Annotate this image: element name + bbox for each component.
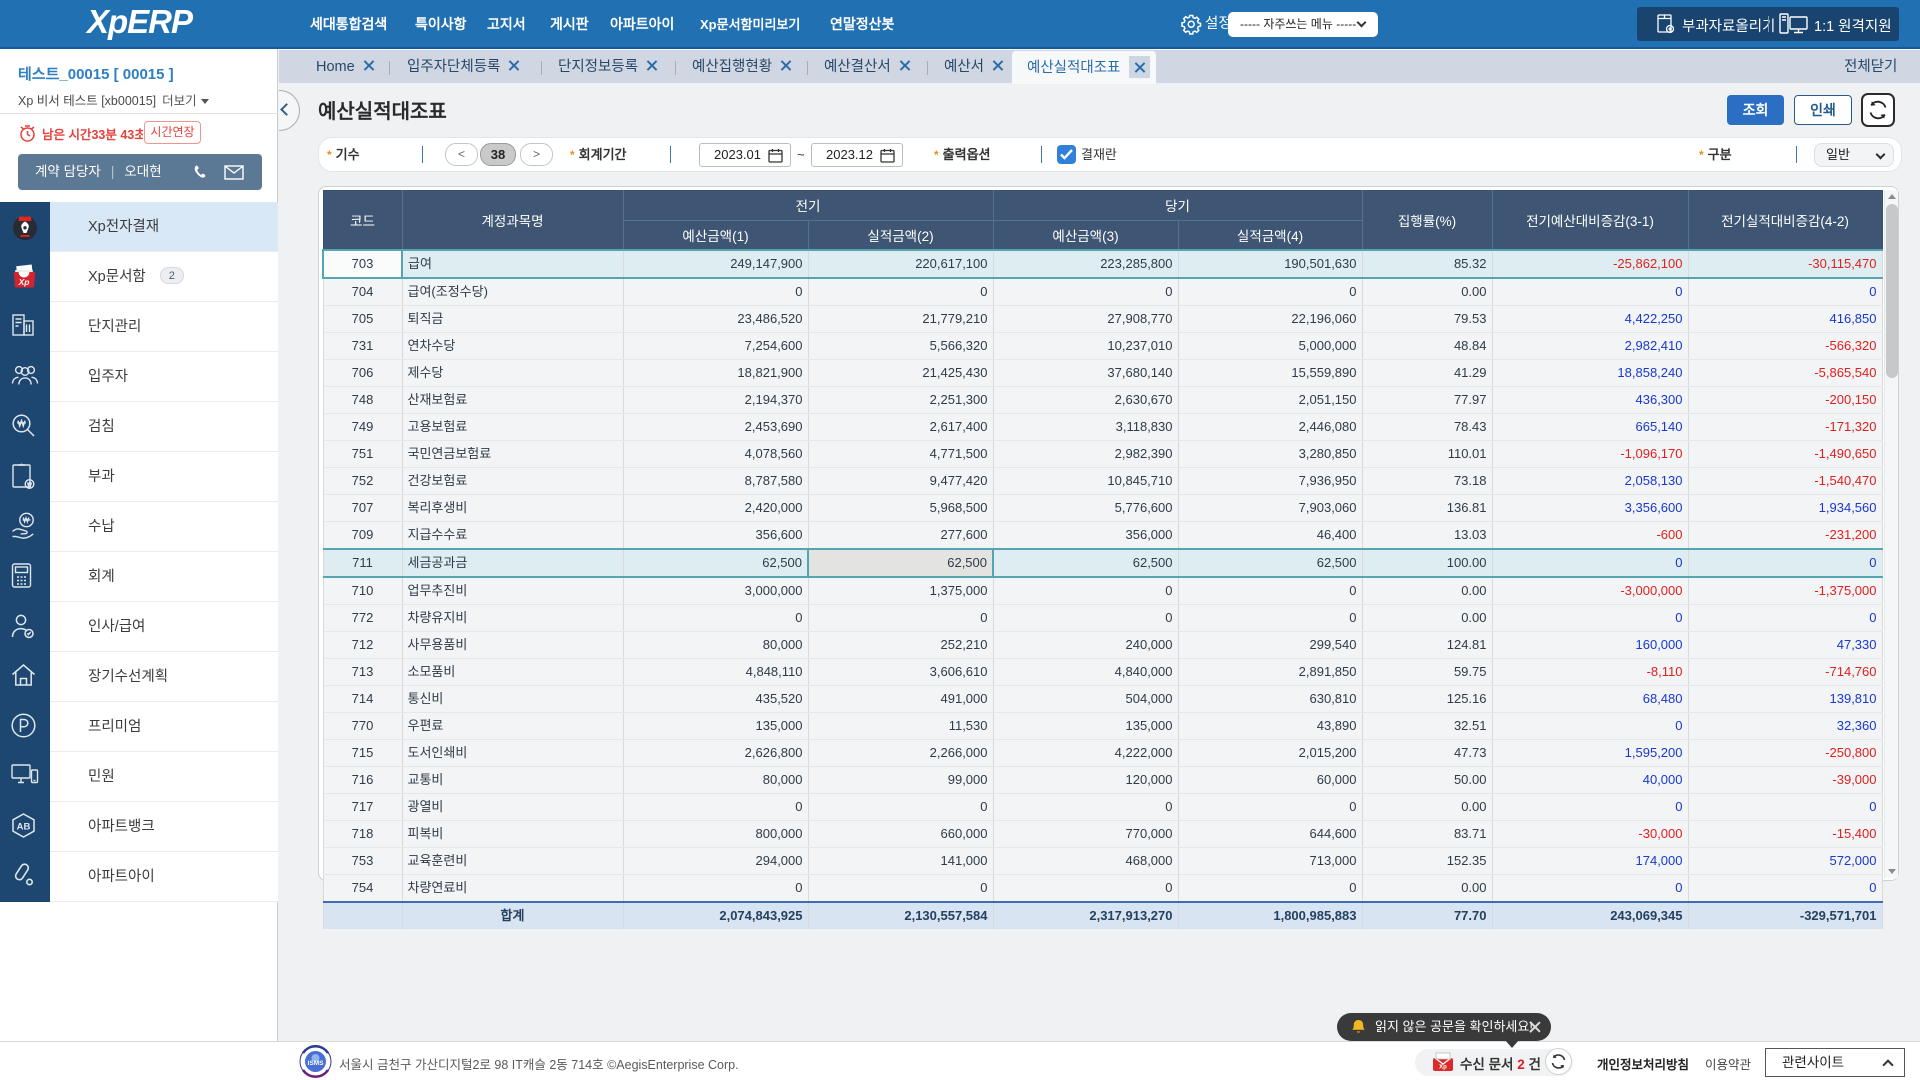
- svg-text:AB: AB: [17, 822, 31, 833]
- svg-text:Xp: Xp: [18, 277, 30, 287]
- svg-text:ISMS: ISMS: [308, 1060, 325, 1067]
- svg-text:Xp: Xp: [1439, 1065, 1447, 1071]
